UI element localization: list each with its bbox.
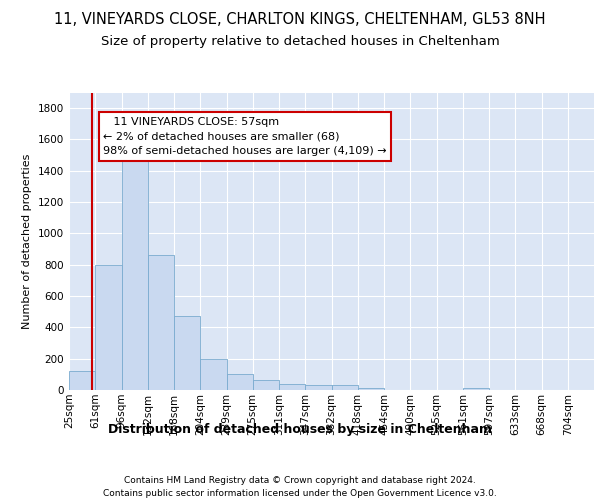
Bar — [121, 162, 148, 390]
Text: 11 VINEYARDS CLOSE: 57sqm   
← 2% of detached houses are smaller (68)
98% of sem: 11 VINEYARDS CLOSE: 57sqm ← 2% of detach… — [103, 117, 387, 156]
Text: Contains HM Land Registry data © Crown copyright and database right 2024.: Contains HM Land Registry data © Crown c… — [124, 476, 476, 485]
Bar — [253, 380, 279, 390]
Bar — [463, 388, 489, 390]
Bar — [358, 388, 384, 390]
Bar — [69, 371, 95, 390]
Bar — [95, 264, 121, 390]
Bar — [227, 374, 253, 390]
Bar — [148, 256, 174, 390]
Text: 11, VINEYARDS CLOSE, CHARLTON KINGS, CHELTENHAM, GL53 8NH: 11, VINEYARDS CLOSE, CHARLTON KINGS, CHE… — [54, 12, 546, 28]
Bar — [279, 384, 305, 390]
Y-axis label: Number of detached properties: Number of detached properties — [22, 154, 32, 329]
Text: Distribution of detached houses by size in Cheltenham: Distribution of detached houses by size … — [108, 422, 492, 436]
Bar — [174, 316, 200, 390]
Text: Size of property relative to detached houses in Cheltenham: Size of property relative to detached ho… — [101, 35, 499, 48]
Bar — [200, 358, 227, 390]
Bar — [305, 384, 331, 390]
Bar — [331, 386, 358, 390]
Text: Contains public sector information licensed under the Open Government Licence v3: Contains public sector information licen… — [103, 489, 497, 498]
